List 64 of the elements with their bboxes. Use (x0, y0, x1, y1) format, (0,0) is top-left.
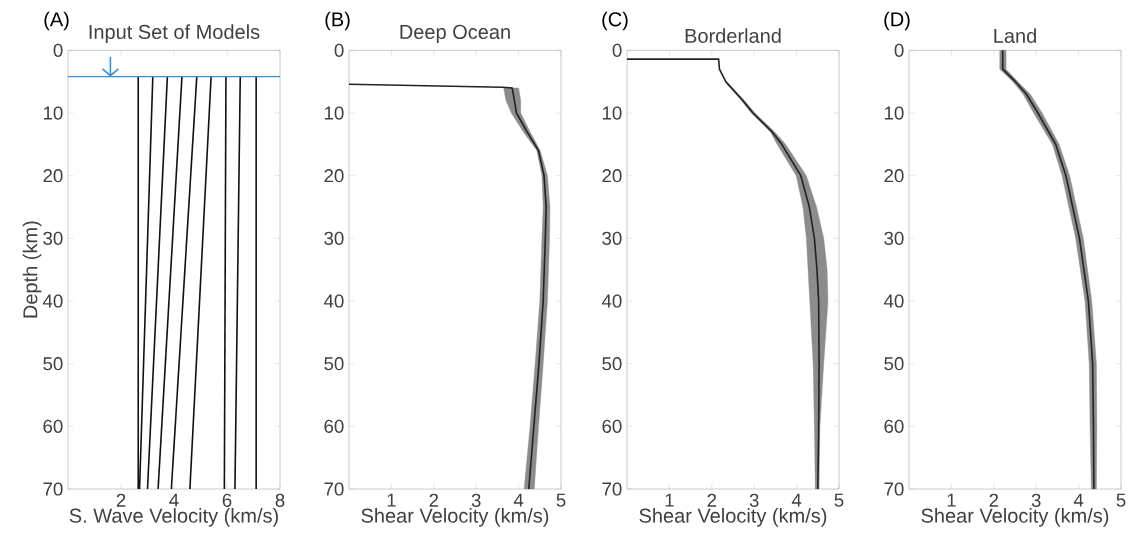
x-axis-title: Shear Velocity (km/s) (639, 508, 827, 527)
y-tick-label: 60 (602, 419, 622, 433)
y-tick-label: 20 (324, 169, 344, 183)
x-tick-label: 4 (791, 493, 802, 507)
y-tick-label: 30 (602, 231, 622, 245)
y-tick-label: 0 (894, 43, 904, 57)
y-tick-label: 50 (602, 357, 622, 371)
y-tick-label: 40 (323, 294, 344, 308)
x-tick-label: 2 (707, 493, 717, 507)
y-tick-label: 30 (43, 231, 63, 245)
y-axis-title: Depth (km) (22, 221, 42, 318)
y-tick-label: 70 (43, 482, 63, 496)
y-tick-label: 30 (884, 231, 904, 245)
x-tick-label: 1 (387, 493, 396, 507)
x-tick-label: 4 (1073, 493, 1084, 507)
x-tick-label: 2 (989, 493, 999, 507)
y-tick-label: 70 (884, 482, 904, 496)
y-tick-label: 40 (601, 294, 622, 308)
y-tick-label: 20 (884, 169, 904, 183)
text: (D) (884, 11, 910, 31)
y-tick-label: 0 (334, 43, 344, 57)
y-tick-label: 70 (324, 482, 344, 496)
x-tick-label: 3 (749, 493, 759, 507)
x-axis-title: Shear Velocity (km/s) (921, 508, 1109, 527)
x-tick-label: 2 (429, 493, 439, 507)
x-tick-label: 5 (834, 493, 844, 507)
chart-title: Borderland (685, 28, 781, 43)
x-axis-title: Shear Velocity (km/s) (361, 508, 549, 527)
y-tick-label: 30 (324, 231, 344, 245)
y-tick-label: 40 (883, 294, 904, 308)
y-tick-label: 50 (884, 357, 904, 371)
chart-title: Deep Ocean (400, 24, 510, 43)
y-tick-label: 10 (324, 106, 344, 120)
x-tick-label: 5 (1116, 493, 1126, 507)
y-tick-label: 20 (602, 169, 622, 183)
y-tick-label: 50 (43, 357, 63, 371)
text: (C) (602, 11, 628, 31)
x-tick-label: 6 (222, 493, 232, 507)
y-tick-label: 10 (884, 106, 904, 120)
text: (B) (325, 11, 350, 31)
y-tick-label: 60 (43, 419, 63, 433)
x-tick-label: 3 (1031, 493, 1041, 507)
y-tick-label: 60 (884, 419, 904, 433)
x-tick-label: 4 (513, 493, 524, 507)
y-tick-label: 0 (53, 43, 63, 57)
x-axis-title: S. Wave Velocity (km/s) (69, 508, 278, 527)
chart-title: Input Set of Models (89, 24, 260, 43)
x-tick-label: 4 (169, 493, 179, 507)
text: (A) (44, 11, 69, 31)
y-tick-label: 0 (612, 43, 622, 57)
y-tick-label: 50 (324, 357, 344, 371)
x-tick-label: 1 (947, 493, 956, 507)
y-tick-label: 20 (43, 169, 63, 183)
y-tick-label: 60 (324, 419, 344, 433)
chart-title: Land (994, 28, 1036, 43)
y-tick-label: 10 (602, 106, 622, 120)
x-tick-label: 1 (665, 493, 674, 507)
x-tick-label: 2 (116, 493, 126, 507)
y-tick-label: 70 (602, 482, 622, 496)
x-tick-label: 5 (556, 493, 566, 507)
y-tick-label: 10 (43, 106, 63, 120)
x-tick-label: 3 (471, 493, 481, 507)
x-tick-label: 8 (275, 493, 285, 507)
y-tick-label: 40 (42, 294, 63, 308)
